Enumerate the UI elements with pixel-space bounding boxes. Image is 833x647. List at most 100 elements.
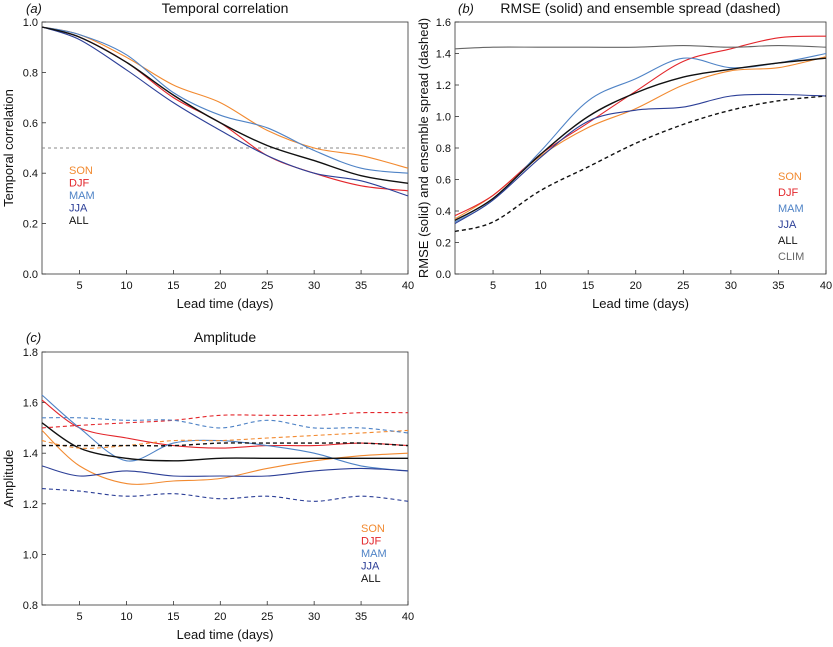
- y-tick-label: 1.4: [23, 448, 38, 460]
- y-tick-label: 0.4: [23, 168, 38, 180]
- x-tick-label: 15: [167, 280, 179, 292]
- plot-frame: [454, 21, 827, 275]
- panel-letter: (c): [26, 330, 41, 345]
- x-tick-label: 10: [120, 280, 132, 292]
- x-tick-label: 40: [402, 611, 414, 623]
- x-tick-label: 25: [677, 280, 689, 292]
- series-line-jja-solid: [41, 26, 409, 197]
- x-axis-label: Lead time (days): [177, 627, 274, 642]
- x-axis-label: Lead time (days): [592, 296, 689, 311]
- series-line-jja-solid: [454, 93, 827, 225]
- x-tick-label: 15: [167, 611, 179, 623]
- x-tick-label: 30: [308, 611, 320, 623]
- y-tick-label: 1.2: [436, 80, 451, 92]
- series-line-clim-solid: [454, 45, 827, 50]
- legend-label-son: SON: [778, 171, 802, 183]
- y-tick-label: 0.2: [436, 238, 451, 250]
- series-line-jja-solid: [41, 465, 409, 477]
- x-tick-label: 30: [308, 280, 320, 292]
- series-line-mam-solid: [41, 394, 409, 472]
- x-tick-label: 35: [355, 611, 367, 623]
- series-line-all-dashed: [42, 442, 409, 447]
- legend-label-clim: CLIM: [778, 251, 804, 263]
- panel-a-temporal-correlation: 5 10 15 20 25 30 35 40 0.0 0.2 0.4 0.6 0.8 1.0 SONDJFM…: [1, 0, 414, 311]
- y-tick-label: 0.2: [23, 219, 38, 231]
- x-tick-label: 15: [582, 280, 594, 292]
- series-line-all-dashed: [454, 95, 827, 233]
- x-tick-label: 5: [76, 280, 82, 292]
- legend-label-son: SON: [361, 523, 385, 535]
- legend-label-all: ALL: [361, 573, 381, 585]
- legend-label-djf: DJF: [778, 187, 798, 199]
- legend-label-djf: DJF: [69, 178, 89, 190]
- y-tick-label: 1.0: [436, 112, 451, 124]
- panel-letter: (b): [458, 1, 474, 16]
- series-line-mam-dashed: [41, 417, 409, 434]
- series-line-mam-solid: [41, 26, 409, 174]
- legend-label-jja: JJA: [361, 561, 380, 573]
- series-line-son-solid: [41, 429, 409, 485]
- y-axis-label: Temporal correlation: [1, 89, 16, 207]
- legend-label-mam: MAM: [778, 203, 804, 215]
- y-tick-label: 1.6: [23, 398, 38, 410]
- legend-label-all: ALL: [778, 235, 798, 247]
- x-tick-label: 20: [214, 611, 226, 623]
- y-tick-label: 0.0: [23, 269, 38, 281]
- x-tick-label: 10: [120, 611, 132, 623]
- panel-letter: (a): [26, 1, 42, 16]
- x-tick-label: 5: [76, 611, 82, 623]
- panel-b-rmse-spread: 5 10 15 20 25 30 35 40 0.0 0.2 0.4 0.6 0.8 1.0 1.2 1.4 1…: [416, 0, 832, 311]
- legend-label-mam: MAM: [69, 190, 95, 202]
- y-tick-label: 1.2: [23, 499, 38, 511]
- x-tick-label: 25: [261, 280, 273, 292]
- x-tick-label: 10: [534, 280, 546, 292]
- series-line-son-dashed: [41, 429, 409, 449]
- y-tick-label: 0.0: [436, 269, 451, 281]
- series-line-all-solid: [41, 422, 408, 462]
- legend-label-all: ALL: [69, 215, 89, 227]
- x-tick-label: 20: [630, 280, 642, 292]
- series-line-mam-solid: [454, 52, 827, 223]
- y-tick-label: 0.8: [436, 143, 451, 155]
- series-line-all-solid: [41, 26, 409, 184]
- y-tick-label: 0.8: [23, 600, 38, 612]
- legend-label-djf: DJF: [361, 536, 381, 548]
- x-tick-label: 35: [772, 280, 784, 292]
- legend-label-jja: JJA: [69, 203, 88, 215]
- legend-label-son: SON: [69, 165, 93, 177]
- panel-c-amplitude: 5 10 15 20 25 30 35 40 0.8 1.0 1.2 1.4 1.6 1.8 SONDJFM…: [1, 329, 414, 642]
- x-tick-label: 5: [490, 280, 496, 292]
- y-tick-label: 1.4: [436, 49, 451, 61]
- legend-label-jja: JJA: [778, 219, 797, 231]
- series-line-djf-dashed: [41, 411, 409, 429]
- y-axis-label: RMSE (solid) and ensemble spread (dashed…: [416, 18, 431, 278]
- y-tick-label: 0.6: [23, 118, 38, 130]
- plot-frame: [41, 351, 409, 606]
- x-axis-label: Lead time (days): [177, 296, 274, 311]
- y-tick-label: 0.4: [436, 206, 451, 218]
- y-tick-label: 1.6: [436, 17, 451, 29]
- y-tick-label: 1.0: [23, 549, 38, 561]
- series-line-jja-dashed: [41, 488, 409, 502]
- y-tick-label: 1.8: [23, 347, 38, 359]
- x-tick-label: 25: [261, 611, 273, 623]
- x-tick-label: 20: [214, 280, 226, 292]
- series-line-djf-solid: [41, 399, 409, 449]
- chart-title: Amplitude: [194, 329, 256, 345]
- y-tick-label: 0.6: [436, 175, 451, 187]
- series-line-son-solid: [41, 26, 409, 169]
- x-tick-label: 40: [402, 280, 414, 292]
- y-tick-label: 1.0: [23, 17, 38, 29]
- y-tick-label: 0.8: [23, 67, 38, 79]
- series-line-son-solid: [454, 56, 827, 220]
- x-tick-label: 40: [820, 280, 832, 292]
- x-tick-label: 35: [355, 280, 367, 292]
- chart-title: RMSE (solid) and ensemble spread (dashed…: [500, 0, 780, 16]
- series-line-all-solid: [454, 57, 827, 222]
- chart-title: Temporal correlation: [162, 0, 289, 16]
- x-tick-label: 30: [725, 280, 737, 292]
- y-axis-label: Amplitude: [1, 450, 16, 508]
- legend-label-mam: MAM: [361, 548, 387, 560]
- series-line-djf-solid: [454, 35, 827, 217]
